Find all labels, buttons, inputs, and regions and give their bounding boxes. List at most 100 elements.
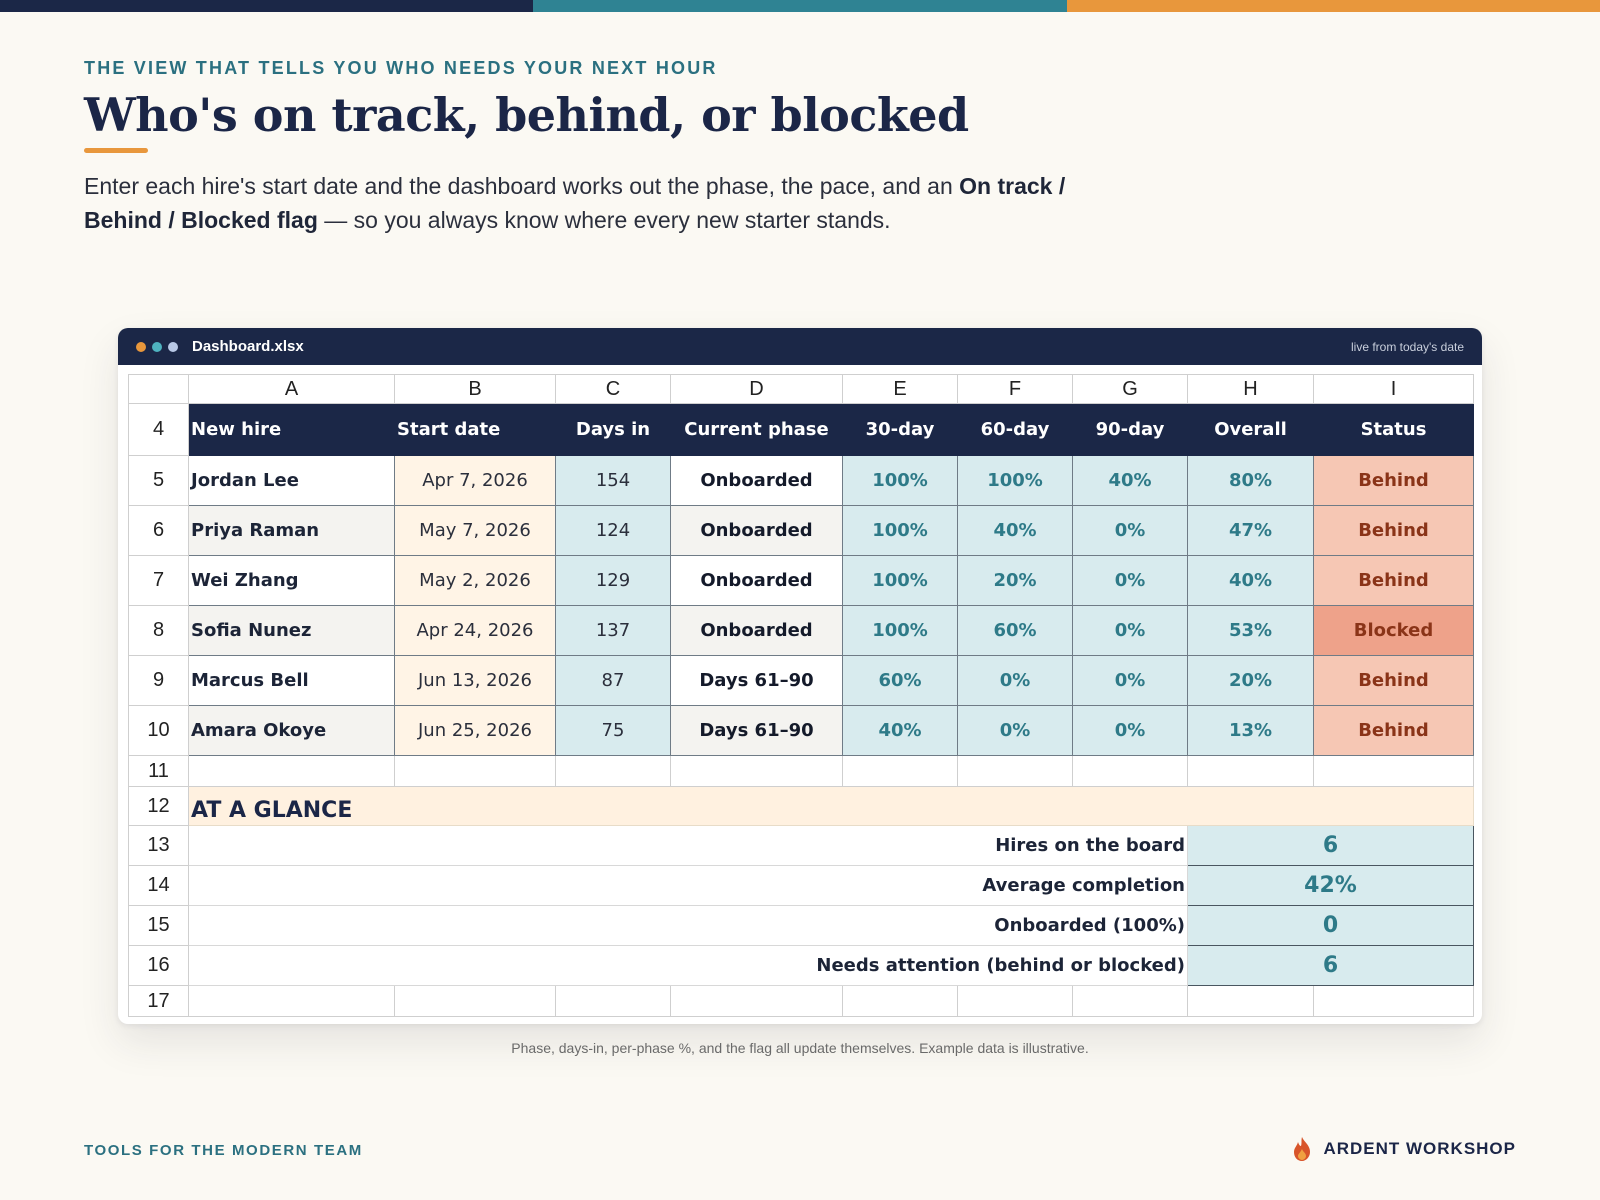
cell-phase[interactable]: Days 61–90 (670, 705, 843, 756)
cell-start-date[interactable]: Apr 7, 2026 (394, 455, 556, 506)
cell-60-day[interactable]: 0% (957, 655, 1073, 706)
row-number[interactable]: 10 (128, 705, 189, 756)
cell-90-day[interactable]: 0% (1072, 655, 1188, 706)
summary-value[interactable]: 42% (1187, 865, 1474, 906)
cell-90-day[interactable]: 0% (1072, 705, 1188, 756)
cell-days-in[interactable]: 87 (555, 655, 671, 706)
cell-phase[interactable]: Onboarded (670, 455, 843, 506)
cell-status[interactable]: Behind (1313, 705, 1474, 756)
row-number[interactable]: 9 (128, 655, 189, 706)
dot-blue-icon[interactable] (168, 341, 178, 352)
empty-cell[interactable] (842, 985, 958, 1017)
cell-start-date[interactable]: Jun 13, 2026 (394, 655, 556, 706)
cell-name[interactable]: Priya Raman (188, 505, 395, 556)
cell-status[interactable]: Behind (1313, 455, 1474, 506)
col-letter[interactable]: I (1313, 374, 1474, 404)
empty-cell[interactable] (1187, 985, 1314, 1017)
cell-name[interactable]: Wei Zhang (188, 555, 395, 606)
cell-30-day[interactable]: 100% (842, 505, 958, 556)
cell-90-day[interactable]: 40% (1072, 455, 1188, 506)
cell-30-day[interactable]: 100% (842, 455, 958, 506)
empty-cell[interactable] (1072, 985, 1188, 1017)
cell-start-date[interactable]: Jun 25, 2026 (394, 705, 556, 756)
header-30-day[interactable]: 30-day (842, 403, 958, 456)
cell-30-day[interactable]: 100% (842, 605, 958, 656)
cell-overall[interactable]: 40% (1187, 555, 1314, 606)
header-current-phase[interactable]: Current phase (670, 403, 843, 456)
empty-cell[interactable] (555, 755, 671, 787)
row-number[interactable]: 8 (128, 605, 189, 656)
row-number[interactable]: 7 (128, 555, 189, 606)
header-status[interactable]: Status (1313, 403, 1474, 456)
cell-status[interactable]: Blocked (1313, 605, 1474, 656)
cell-overall[interactable]: 47% (1187, 505, 1314, 556)
row-number[interactable]: 17 (128, 985, 189, 1017)
cell-60-day[interactable]: 40% (957, 505, 1073, 556)
col-letter[interactable]: D (670, 374, 843, 404)
summary-value[interactable]: 6 (1187, 825, 1474, 866)
cell-phase[interactable]: Days 61–90 (670, 655, 843, 706)
cell-30-day[interactable]: 100% (842, 555, 958, 606)
empty-cell[interactable] (957, 985, 1073, 1017)
cell-name[interactable]: Marcus Bell (188, 655, 395, 706)
cell-overall[interactable]: 13% (1187, 705, 1314, 756)
cell-90-day[interactable]: 0% (1072, 555, 1188, 606)
summary-label[interactable]: Onboarded (100%) (188, 905, 1188, 946)
row-number[interactable]: 4 (128, 403, 189, 456)
dot-orange-icon[interactable] (136, 341, 146, 352)
select-all-corner[interactable] (128, 374, 189, 404)
row-number[interactable]: 6 (128, 505, 189, 556)
row-number[interactable]: 16 (128, 945, 189, 986)
col-letter[interactable]: G (1072, 374, 1188, 404)
cell-name[interactable]: Sofia Nunez (188, 605, 395, 656)
cell-30-day[interactable]: 60% (842, 655, 958, 706)
col-letter[interactable]: A (188, 374, 395, 404)
cell-status[interactable]: Behind (1313, 555, 1474, 606)
summary-label[interactable]: Needs attention (behind or blocked) (188, 945, 1188, 986)
row-number[interactable]: 14 (128, 865, 189, 906)
cell-60-day[interactable]: 0% (957, 705, 1073, 756)
col-letter[interactable]: B (394, 374, 556, 404)
header-overall[interactable]: Overall (1187, 403, 1314, 456)
empty-cell[interactable] (555, 985, 671, 1017)
header-start-date[interactable]: Start date (394, 403, 556, 456)
empty-cell[interactable] (188, 755, 395, 787)
empty-cell[interactable] (842, 755, 958, 787)
header-90-day[interactable]: 90-day (1072, 403, 1188, 456)
row-number[interactable]: 12 (128, 786, 189, 826)
cell-days-in[interactable]: 129 (555, 555, 671, 606)
cell-overall[interactable]: 20% (1187, 655, 1314, 706)
header-60-day[interactable]: 60-day (957, 403, 1073, 456)
cell-phase[interactable]: Onboarded (670, 555, 843, 606)
header-new-hire[interactable]: New hire (188, 403, 395, 456)
cell-start-date[interactable]: May 7, 2026 (394, 505, 556, 556)
summary-value[interactable]: 0 (1187, 905, 1474, 946)
row-number[interactable]: 13 (128, 825, 189, 866)
empty-cell[interactable] (394, 755, 556, 787)
row-number[interactable]: 5 (128, 455, 189, 506)
cell-days-in[interactable]: 154 (555, 455, 671, 506)
cell-start-date[interactable]: Apr 24, 2026 (394, 605, 556, 656)
empty-cell[interactable] (188, 985, 395, 1017)
cell-90-day[interactable]: 0% (1072, 505, 1188, 556)
cell-name[interactable]: Amara Okoye (188, 705, 395, 756)
empty-cell[interactable] (957, 755, 1073, 787)
cell-60-day[interactable]: 20% (957, 555, 1073, 606)
cell-overall[interactable]: 80% (1187, 455, 1314, 506)
cell-30-day[interactable]: 40% (842, 705, 958, 756)
cell-90-day[interactable]: 0% (1072, 605, 1188, 656)
empty-cell[interactable] (1313, 755, 1474, 787)
cell-days-in[interactable]: 75 (555, 705, 671, 756)
cell-days-in[interactable]: 137 (555, 605, 671, 656)
cell-name[interactable]: Jordan Lee (188, 455, 395, 506)
cell-phase[interactable]: Onboarded (670, 605, 843, 656)
cell-days-in[interactable]: 124 (555, 505, 671, 556)
col-letter[interactable]: E (842, 374, 958, 404)
col-letter[interactable]: C (555, 374, 671, 404)
cell-overall[interactable]: 53% (1187, 605, 1314, 656)
col-letter[interactable]: F (957, 374, 1073, 404)
summary-label[interactable]: Hires on the board (188, 825, 1188, 866)
col-letter[interactable]: H (1187, 374, 1314, 404)
cell-status[interactable]: Behind (1313, 505, 1474, 556)
row-number[interactable]: 11 (128, 755, 189, 787)
